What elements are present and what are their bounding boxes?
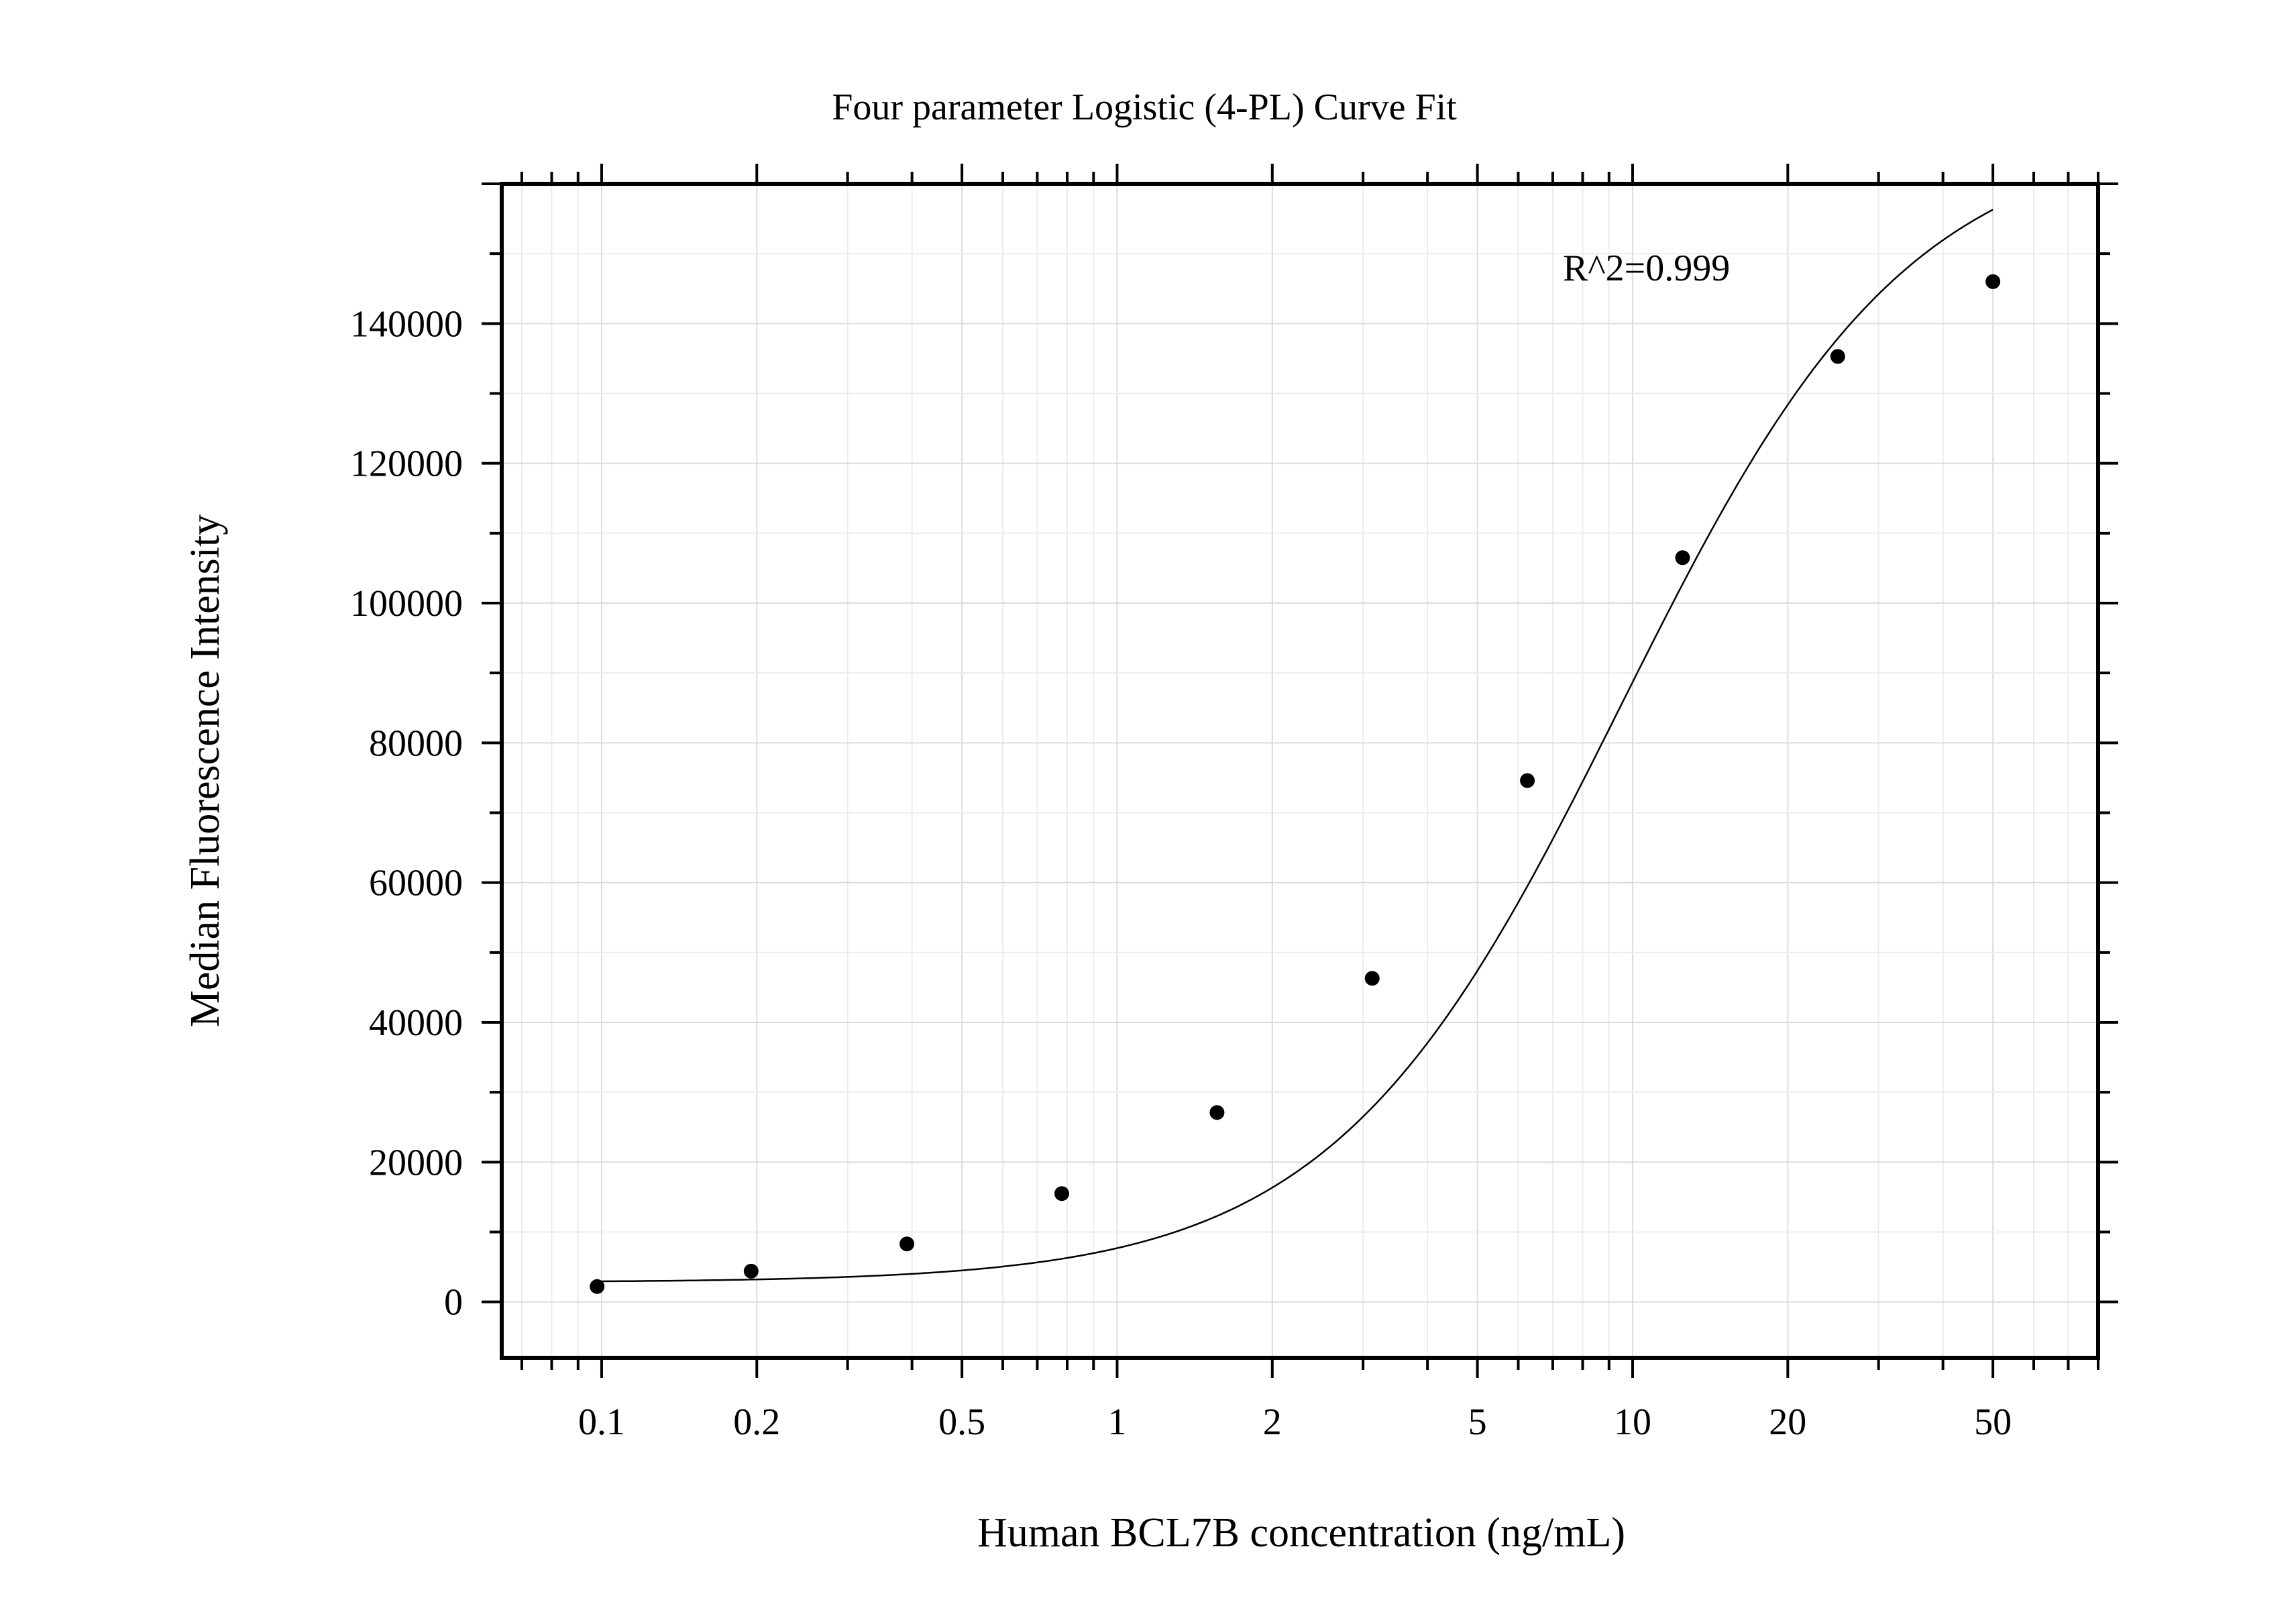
- y-tick-label: 140000: [350, 303, 463, 345]
- y-tick-label: 0: [444, 1282, 463, 1324]
- x-tick-label: 0.2: [733, 1401, 780, 1443]
- x-tick-label: 5: [1468, 1401, 1487, 1443]
- plot-frame: [500, 182, 2100, 1360]
- points-layer: [590, 274, 2001, 1294]
- y-tick-label: 80000: [369, 723, 463, 764]
- data-point: [899, 1236, 915, 1252]
- tick-labels: 0.1 0.2 0.5 1 2 5 10 20 50 0 20000 40000 60000 80000 1…: [350, 303, 2012, 1443]
- fit-curve: [597, 209, 1993, 1283]
- data-point: [1985, 274, 2001, 289]
- grid: [502, 183, 2099, 1358]
- x-axis-label: Human BCL7B concentration (ng/mL): [977, 1510, 1625, 1556]
- data-point: [1520, 773, 1535, 788]
- x-tick-label: 1: [1107, 1401, 1126, 1443]
- ticks: [482, 164, 2118, 1378]
- r-squared-annotation: R^2=0.999: [1563, 248, 1730, 289]
- x-tick-label: 50: [1974, 1401, 2012, 1443]
- y-tick-label: 20000: [369, 1142, 463, 1183]
- chart-title: Four parameter Logistic (4-PL) Curve Fit: [832, 87, 1457, 128]
- fit-layer: [597, 209, 1993, 1283]
- y-axis-label: Median Fluorescence Intensity: [182, 515, 228, 1027]
- y-tick-label: 40000: [369, 1002, 463, 1044]
- data-point: [1209, 1105, 1225, 1120]
- data-point: [743, 1263, 759, 1279]
- x-tick-label: 2: [1263, 1401, 1282, 1443]
- x-tick-label: 10: [1614, 1401, 1651, 1443]
- data-point: [1364, 971, 1380, 986]
- y-tick-label: 100000: [350, 583, 463, 625]
- y-tick-label: 120000: [350, 443, 463, 485]
- x-tick-label: 0.5: [938, 1401, 985, 1443]
- x-tick-label: 20: [1769, 1401, 1806, 1443]
- data-point: [590, 1279, 605, 1294]
- data-point: [1830, 349, 1845, 364]
- data-point: [1675, 550, 1690, 566]
- y-tick-label: 60000: [369, 863, 463, 904]
- x-tick-label: 0.1: [578, 1401, 625, 1443]
- data-point: [1054, 1186, 1069, 1201]
